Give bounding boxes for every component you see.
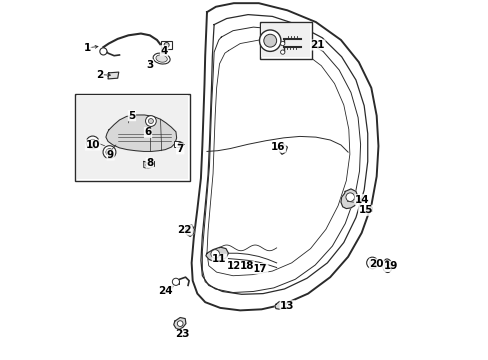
Circle shape [100, 48, 107, 55]
Polygon shape [179, 142, 183, 147]
Text: 16: 16 [271, 142, 285, 152]
Circle shape [259, 30, 281, 51]
FancyBboxPatch shape [259, 22, 311, 59]
Ellipse shape [382, 259, 391, 273]
FancyBboxPatch shape [173, 141, 180, 147]
Text: 7: 7 [176, 144, 183, 154]
Text: 14: 14 [354, 195, 369, 204]
Circle shape [145, 116, 156, 126]
Ellipse shape [153, 53, 170, 64]
Circle shape [210, 249, 219, 258]
Text: 9: 9 [107, 150, 114, 160]
Text: 21: 21 [310, 40, 325, 50]
Text: 11: 11 [212, 254, 226, 264]
Text: 8: 8 [146, 158, 153, 168]
Text: 13: 13 [280, 301, 294, 311]
Polygon shape [274, 301, 284, 309]
Ellipse shape [156, 55, 167, 62]
Circle shape [164, 42, 169, 48]
Polygon shape [185, 225, 194, 237]
Polygon shape [173, 318, 185, 329]
FancyBboxPatch shape [261, 24, 309, 57]
Circle shape [148, 118, 153, 123]
Text: 23: 23 [174, 329, 189, 339]
Circle shape [345, 193, 354, 202]
Text: 12: 12 [226, 261, 241, 271]
Polygon shape [106, 115, 176, 152]
Circle shape [172, 278, 179, 285]
Circle shape [145, 162, 151, 168]
Text: 17: 17 [253, 264, 267, 274]
Polygon shape [340, 189, 357, 208]
Text: 4: 4 [160, 46, 167, 56]
Polygon shape [205, 247, 228, 261]
Text: 5: 5 [128, 111, 135, 121]
Circle shape [86, 136, 99, 149]
Circle shape [103, 146, 116, 158]
Circle shape [263, 34, 276, 47]
Circle shape [177, 321, 183, 327]
Text: 19: 19 [383, 261, 397, 271]
Circle shape [89, 139, 96, 146]
Circle shape [366, 257, 377, 269]
Text: 22: 22 [177, 225, 192, 235]
Circle shape [369, 260, 374, 266]
Text: 15: 15 [358, 205, 372, 215]
Circle shape [106, 149, 113, 156]
Text: 18: 18 [239, 261, 254, 271]
Circle shape [280, 41, 285, 46]
Text: 20: 20 [368, 259, 383, 269]
Text: 6: 6 [144, 127, 151, 138]
Text: 2: 2 [96, 69, 103, 80]
FancyBboxPatch shape [75, 94, 190, 181]
Polygon shape [108, 72, 119, 79]
Text: 1: 1 [83, 43, 91, 53]
Circle shape [280, 50, 285, 54]
Ellipse shape [384, 261, 389, 270]
Text: 10: 10 [85, 140, 100, 150]
FancyBboxPatch shape [77, 95, 188, 179]
FancyBboxPatch shape [161, 41, 172, 49]
Text: 24: 24 [158, 286, 173, 296]
Text: 3: 3 [146, 60, 153, 70]
